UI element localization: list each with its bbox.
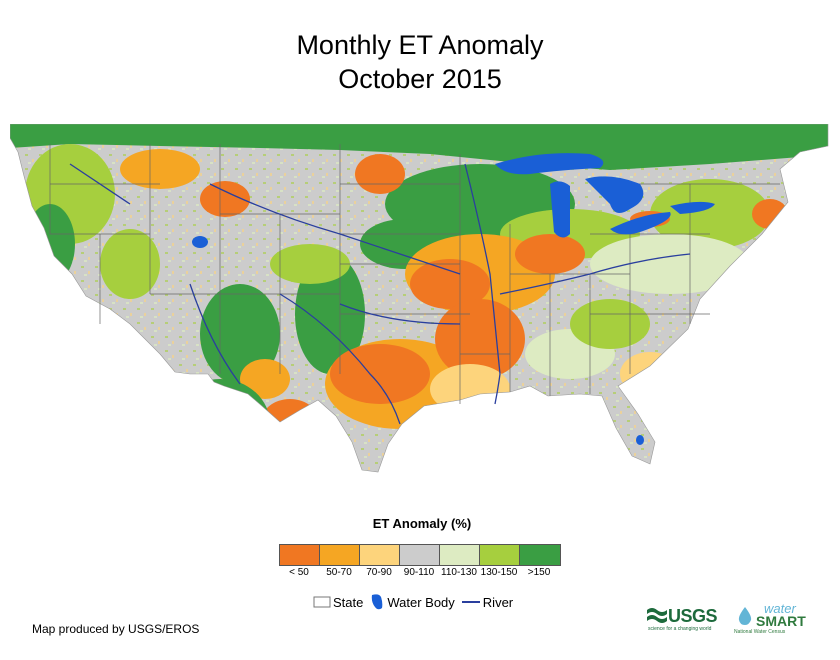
state-boundaries [49,144,780,404]
map-title: Monthly ET Anomaly October 2015 [0,28,840,96]
watersmart-tagline: National Water Census [734,629,786,635]
legend-label: 90-110 [403,567,435,578]
water-body-icon [372,594,383,610]
map-credit: Map produced by USGS/EROS [32,622,200,636]
legend-swatch-50-70 [320,545,360,565]
et-anomaly-map [9,123,838,480]
legend-swatch-gt150 [520,545,560,565]
legend-label: 70-90 [366,567,392,578]
water-drop-icon [738,607,752,625]
legend-label: 110-130 [441,567,477,578]
title-line-1: Monthly ET Anomaly [296,30,544,60]
rivers [69,163,691,425]
legend-state-label: State [333,594,364,610]
legend-river-label: River [482,594,514,610]
title-line-2: October 2015 [338,64,502,94]
legend-title: ET Anomaly (%) [372,516,472,531]
river-line-icon [461,601,480,603]
legend-swatch-110-130 [440,545,480,565]
watersmart-smart-text: SMART [756,613,806,629]
watersmart-water-text: water [764,601,796,616]
water-bodies [192,153,715,445]
reference-legend: State Water Body River [313,593,519,611]
legend-swatches [279,544,561,566]
legend-swatch-130-150 [480,545,520,565]
legend-state: State [313,595,363,610]
legend-water-body: Water Body [369,593,455,611]
usgs-logo-text: USGS [668,606,718,626]
legend-label: 50-70 [326,567,352,578]
usgs-tagline: science for a changing world [648,626,712,632]
legend-water-body-label: Water Body [387,594,455,610]
anomaly-raster [10,124,828,472]
legend-swatch-90-110 [400,545,440,565]
legend-label: < 50 [289,567,309,578]
legend-swatch-lt50 [280,545,320,565]
legend-label: 130-150 [480,567,518,578]
logos: USGS science for a changing world water … [646,601,826,638]
usgs-wave-icon [647,608,667,623]
state-outline-icon [313,596,331,608]
legend-labels: < 50 50-70 70-90 90-110 110-130 130-150 … [279,567,559,578]
legend-river: River [461,595,513,610]
conus-map-svg [9,123,829,473]
legend-label: >150 [527,567,551,578]
legend-swatch-70-90 [360,545,400,565]
